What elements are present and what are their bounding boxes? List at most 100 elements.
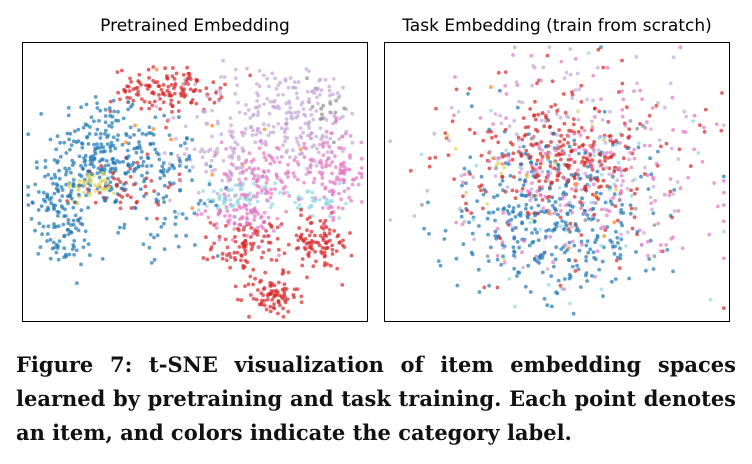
scatter-point-cyan xyxy=(602,135,607,140)
scatter-point-pink xyxy=(582,211,587,216)
scatter-point-blue xyxy=(548,186,552,191)
scatter-point-lavender xyxy=(493,174,498,178)
scatter-point-blue xyxy=(110,157,115,162)
scatter-point-blue xyxy=(535,230,539,235)
scatter-point-red xyxy=(555,174,560,178)
scatter-point-red xyxy=(348,231,352,235)
scatter-point-lavender xyxy=(250,133,255,137)
scatter-point-gray xyxy=(321,103,326,108)
scatter-point-lavender xyxy=(310,145,314,149)
scatter-point-pink xyxy=(330,171,334,176)
scatter-point-blue xyxy=(55,246,60,251)
scatter-point-pink xyxy=(478,116,483,120)
scatter-point-blue xyxy=(575,263,579,268)
scatter-point-cyan xyxy=(233,183,238,188)
scatter-point-pink xyxy=(587,161,592,165)
scatter-point-red xyxy=(561,143,566,148)
scatter-point-blue xyxy=(64,169,69,174)
scatter-point-red xyxy=(135,199,139,204)
scatter-point-red xyxy=(300,263,305,268)
scatter-point-blue xyxy=(45,194,49,199)
scatter-point-blue xyxy=(109,140,114,145)
scatter-point-lavender xyxy=(663,105,667,110)
scatter-point-lavender xyxy=(608,109,612,114)
scatter-point-red xyxy=(311,264,316,269)
scatter-point-red xyxy=(322,254,327,259)
scatter-point-blue xyxy=(126,154,131,159)
scatter-point-blue xyxy=(89,115,94,120)
scatter-point-blue xyxy=(512,235,517,240)
scatter-point-lavender xyxy=(254,132,259,137)
scatter-point-red xyxy=(156,84,161,88)
scatter-point-blue xyxy=(526,263,531,268)
scatter-point-pink xyxy=(232,221,237,226)
scatter-point-red xyxy=(622,121,627,126)
scatter-point-yellow xyxy=(87,193,92,198)
scatter-point-pink xyxy=(354,176,359,180)
scatter-point-blue xyxy=(539,209,544,214)
scatter-point-pink xyxy=(667,193,672,198)
scatter-point-red xyxy=(528,154,533,159)
scatter-point-blue xyxy=(68,131,73,136)
scatter-point-lavender xyxy=(192,147,197,152)
scatter-point-lavender xyxy=(268,99,273,104)
scatter-point-blue xyxy=(537,256,542,261)
scatter-point-cyan xyxy=(489,108,493,113)
scatter-point-lavender xyxy=(251,112,256,117)
scatter-point-lavender xyxy=(260,141,264,146)
scatter-point-red xyxy=(292,295,296,300)
scatter-point-red xyxy=(299,294,304,299)
scatter-point-pink xyxy=(333,181,338,186)
scatter-point-red xyxy=(534,175,539,179)
scatter-point-blue xyxy=(169,151,174,156)
scatter-point-red xyxy=(118,200,123,205)
scatter-point-lavender xyxy=(721,123,726,128)
scatter-point-lavender xyxy=(308,107,313,112)
scatter-point-lavender xyxy=(656,101,660,105)
scatter-point-blue xyxy=(487,127,492,132)
scatter-point-red xyxy=(174,71,179,76)
scatter-point-blue xyxy=(559,247,564,252)
scatter-point-red xyxy=(532,113,536,118)
scatter-point-blue xyxy=(66,201,70,206)
scatter-point-pink xyxy=(334,177,339,182)
scatter-point-red xyxy=(157,93,161,97)
scatter-point-blue xyxy=(649,172,654,177)
scatter-point-lavender xyxy=(246,108,251,112)
scatter-point-blue xyxy=(128,125,133,130)
scatter-point-blue xyxy=(142,194,146,199)
scatter-point-red xyxy=(305,228,309,233)
scatter-point-red xyxy=(153,80,158,85)
scatter-point-red xyxy=(469,211,474,216)
scatter-point-red xyxy=(596,197,601,201)
scatter-point-pink xyxy=(232,227,237,231)
scatter-point-red xyxy=(603,158,607,163)
scatter-point-red xyxy=(558,283,563,288)
scatter-point-blue xyxy=(438,263,443,268)
scatter-point-blue xyxy=(523,206,528,211)
scatter-point-orange xyxy=(210,173,215,177)
scatter-point-blue xyxy=(537,261,541,265)
scatter-point-blue xyxy=(104,159,109,163)
scatter-point-red xyxy=(204,86,209,91)
scatter-point-yellow xyxy=(553,161,557,165)
scatter-point-red xyxy=(579,83,584,88)
scatter-point-orange xyxy=(210,123,215,128)
scatter-point-pink xyxy=(559,59,564,64)
scatter-point-red xyxy=(264,229,268,233)
scatter-point-lavender xyxy=(213,149,217,154)
scatter-point-blue xyxy=(215,254,220,258)
scatter-point-red xyxy=(224,258,229,263)
scatter-point-red xyxy=(533,117,538,122)
scatter-point-lavender xyxy=(570,96,575,100)
scatter-point-blue xyxy=(620,202,624,207)
scatter-point-blue xyxy=(93,95,98,99)
scatter-point-lavender xyxy=(499,121,504,126)
scatter-point-blue xyxy=(95,127,100,132)
scatter-point-lavender xyxy=(253,140,258,145)
scatter-point-cyan xyxy=(310,195,314,200)
scatter-point-pink xyxy=(252,167,257,171)
scatter-point-gray xyxy=(652,223,657,228)
scatter-point-blue xyxy=(77,154,82,159)
scatter-point-lavender xyxy=(184,146,189,151)
